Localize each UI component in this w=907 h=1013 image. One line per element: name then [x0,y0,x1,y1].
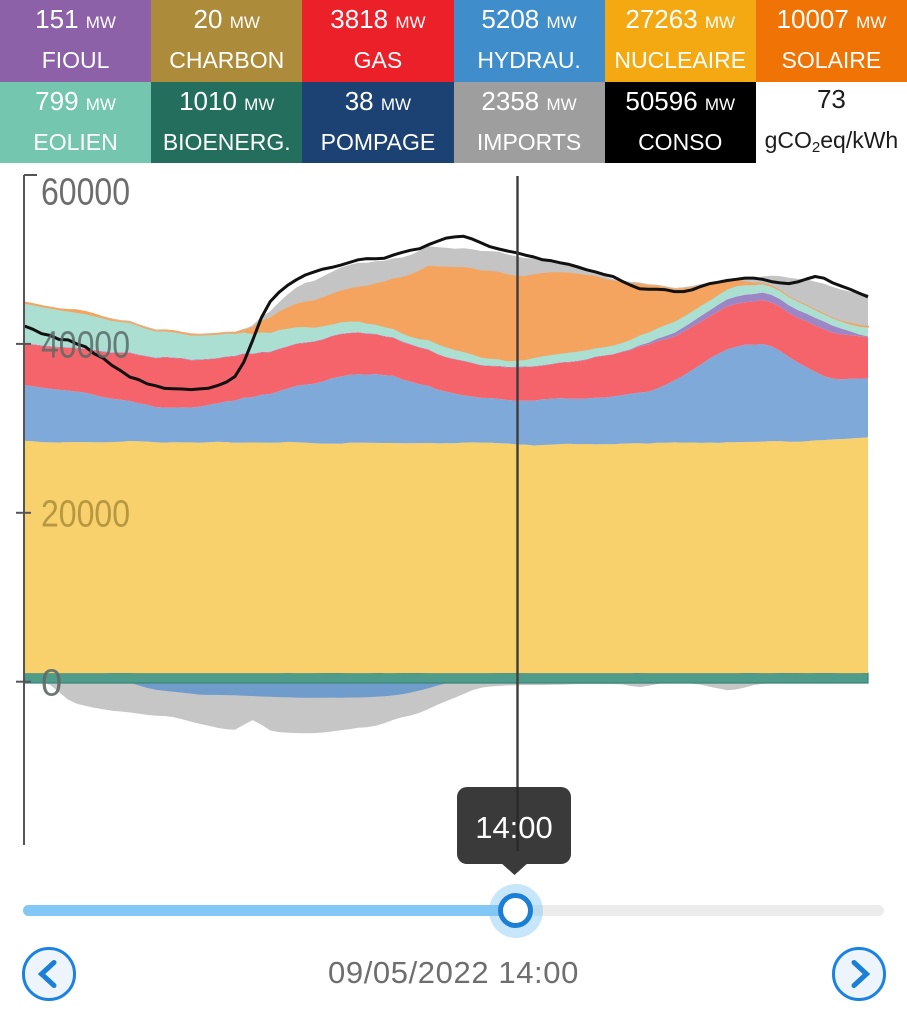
svg-text:0: 0 [41,663,62,705]
svg-text:40000: 40000 [41,325,130,367]
svg-text:60000: 60000 [41,172,130,214]
svg-text:14:00: 14:00 [475,810,553,845]
svg-text:20000: 20000 [41,494,130,536]
